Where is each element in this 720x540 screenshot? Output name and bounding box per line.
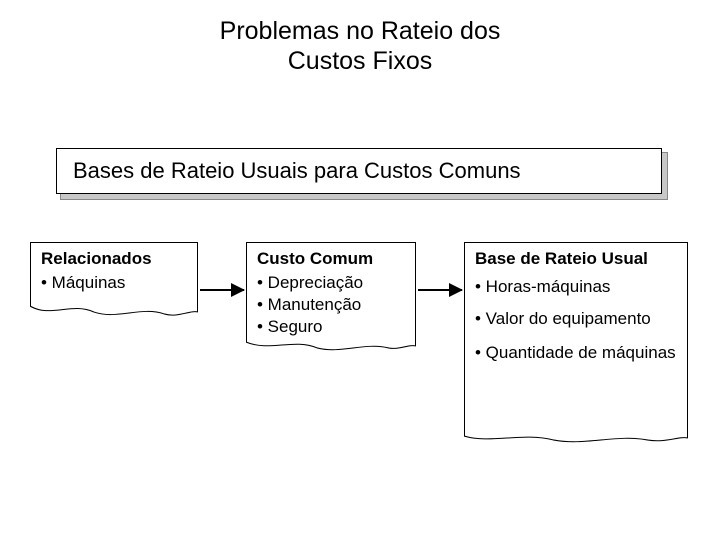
subtitle-face: Bases de Rateio Usuais para Custos Comun…: [56, 148, 662, 194]
arrow-icon: [200, 289, 244, 291]
list-item: • Quantidade de máquinas: [475, 343, 677, 363]
box-relacionados: Relacionados • Máquinas: [30, 242, 198, 320]
page-title: Problemas no Rateio dos Custos Fixos: [0, 16, 720, 76]
list-item: • Máquinas: [41, 273, 187, 293]
list-item: • Manutenção: [257, 295, 405, 315]
box-custo-comum: Custo Comum • Depreciação • Manutenção •…: [246, 242, 416, 354]
list-item: • Depreciação: [257, 273, 405, 293]
list-item: • Horas-máquinas: [475, 277, 677, 297]
list-item: • Valor do equipamento: [475, 309, 677, 329]
subtitle-banner: Bases de Rateio Usuais para Custos Comun…: [56, 148, 662, 194]
torn-edge-icon: [464, 432, 688, 446]
box-custo-comum-header: Custo Comum: [257, 249, 405, 269]
box-base-rateio-header: Base de Rateio Usual: [475, 249, 677, 269]
title-line1: Problemas no Rateio dos: [220, 17, 501, 45]
torn-edge-icon: [30, 306, 198, 320]
box-relacionados-header: Relacionados: [41, 249, 187, 269]
arrow-icon: [418, 289, 462, 291]
title-line2: Custos Fixos: [288, 47, 432, 75]
torn-edge-icon: [246, 340, 416, 354]
box-base-rateio: Base de Rateio Usual • Horas-máquinas • …: [464, 242, 688, 446]
subtitle-text: Bases de Rateio Usuais para Custos Comun…: [73, 158, 521, 184]
list-item: • Seguro: [257, 317, 405, 337]
